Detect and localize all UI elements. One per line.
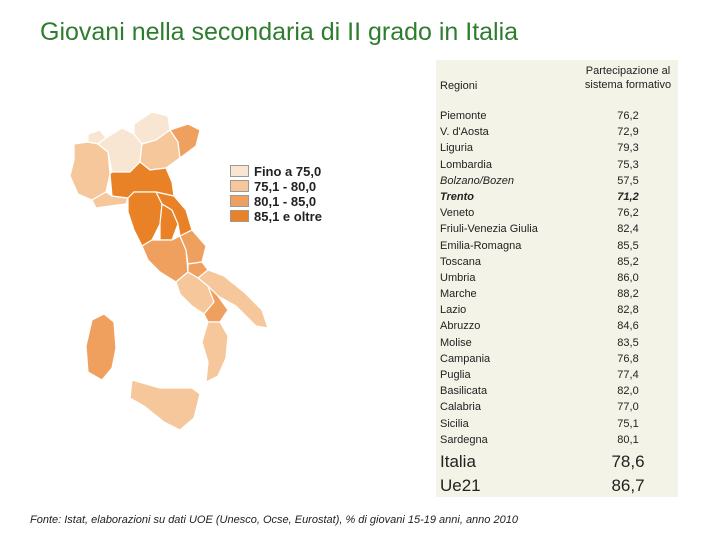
table-row: Molise 83,5 xyxy=(436,336,678,352)
column-header-region: Regioni xyxy=(440,80,478,92)
table-row: Veneto 76,2 xyxy=(436,206,678,222)
table-row: Sardegna 80,1 xyxy=(436,433,678,449)
legend-swatch xyxy=(230,165,249,177)
region-lazio xyxy=(141,235,189,283)
region-name: Friuli-Venezia Giulia xyxy=(440,223,538,236)
region-value: 76,2 xyxy=(617,110,639,122)
region-value: 79,3 xyxy=(617,142,639,155)
table-row: Abruzzo 84,6 xyxy=(436,319,678,335)
region-value: 82,4 xyxy=(617,223,639,236)
region-liguria xyxy=(91,191,129,209)
table-row: Puglia 77,4 xyxy=(436,368,678,384)
region-name: Umbria xyxy=(440,271,476,284)
total-row: Italia 78,6 xyxy=(436,450,678,474)
region-piemonte xyxy=(69,141,111,201)
legend-label: Fino a 75,0 xyxy=(254,163,322,179)
legend-item: 75,1 - 80,0 xyxy=(230,178,322,194)
table-row: Lombardia 75,3 xyxy=(436,158,678,174)
region-name: Sardegna xyxy=(440,433,488,446)
region-sardegna xyxy=(85,313,117,381)
region-name: Veneto xyxy=(440,207,475,220)
column-header-value: Partecipazione al sistema formativo xyxy=(584,65,672,91)
legend-swatch xyxy=(230,180,249,192)
region-value: 77,4 xyxy=(617,369,639,381)
total-name: Ue21 xyxy=(440,476,481,495)
region-value: 85,5 xyxy=(617,239,639,252)
region-name: Puglia xyxy=(440,369,471,381)
region-value: 82,8 xyxy=(617,304,639,317)
region-table: Regioni Partecipazione al sistema format… xyxy=(436,60,678,497)
region-value: 77,0 xyxy=(617,401,639,414)
total-value: 86,7 xyxy=(611,476,645,495)
table-totals: Italia 78,6 Ue21 86,7 xyxy=(436,450,678,498)
legend-swatch xyxy=(230,195,249,207)
region-name: Campania xyxy=(440,352,491,365)
region-value: 76,2 xyxy=(617,207,639,220)
region-value: 86,0 xyxy=(617,271,639,284)
table-rows: Piemonte 76,2 V. d'Aosta 72,9 Liguria 79,3 Lom… xyxy=(436,109,678,449)
total-name: Italia xyxy=(440,452,476,471)
region-name: Piemonte xyxy=(440,110,487,122)
region-value: 88,2 xyxy=(617,288,639,301)
legend-item: 85,1 e oltre xyxy=(230,208,322,224)
italy-map xyxy=(69,111,269,431)
region-sicilia xyxy=(129,379,201,431)
page-title: Giovani nella secondaria di II grado in … xyxy=(40,18,519,46)
table-row: Trento 71,2 xyxy=(436,190,678,206)
region-name: Bolzano/Bozen xyxy=(440,174,514,187)
region-name: Abruzzo xyxy=(440,320,481,333)
table-row: Sicilia 75,1 xyxy=(436,417,678,433)
region-name: Emilia-Romagna xyxy=(440,239,522,252)
legend-item: 80,1 - 85,0 xyxy=(230,193,322,209)
total-row: Ue21 86,7 xyxy=(436,474,678,498)
region-friuli-venezia-giulia xyxy=(169,123,201,159)
legend-swatch xyxy=(230,210,249,222)
region-value: 82,0 xyxy=(617,385,639,398)
table-row: Friuli-Venezia Giulia 82,4 xyxy=(436,222,678,238)
region-calabria xyxy=(201,321,229,383)
region-name: Molise xyxy=(440,336,472,349)
region-value: 71,2 xyxy=(617,190,639,203)
region-value: 85,2 xyxy=(617,255,639,268)
region-name: Calabria xyxy=(440,401,481,414)
region-name: Trento xyxy=(440,190,475,203)
table-row: Campania 76,8 xyxy=(436,352,678,368)
region-value: 84,6 xyxy=(617,320,639,333)
table-row: Marche 88,2 xyxy=(436,287,678,303)
table-row: Lazio 82,8 xyxy=(436,303,678,319)
table-row: Emilia-Romagna 85,5 xyxy=(436,239,678,255)
region-value: 75,3 xyxy=(617,158,639,171)
region-value: 80,1 xyxy=(617,433,639,446)
region-name: Lombardia xyxy=(440,158,492,171)
table-row: Basilicata 82,0 xyxy=(436,384,678,400)
region-value: 83,5 xyxy=(617,336,639,349)
legend-label: 75,1 - 80,0 xyxy=(254,178,317,194)
source-note: Fonte: Istat, elaborazioni su dati UOE (… xyxy=(30,514,518,526)
region-toscana xyxy=(127,191,163,247)
region-value: 57,5 xyxy=(617,174,639,187)
region-name: Basilicata xyxy=(440,385,488,398)
region-value: 72,9 xyxy=(617,126,639,139)
legend-label: 85,1 e oltre xyxy=(254,208,322,224)
table-row: Bolzano/Bozen 57,5 xyxy=(436,174,678,190)
table-row: Toscana 85,2 xyxy=(436,255,678,271)
total-value: 78,6 xyxy=(611,452,645,471)
table-row: Calabria 77,0 xyxy=(436,400,678,416)
region-name: Marche xyxy=(440,288,477,301)
region-value: 76,8 xyxy=(617,352,639,365)
table-row: Umbria 86,0 xyxy=(436,271,678,287)
legend-label: 80,1 - 85,0 xyxy=(254,193,317,209)
region-name: V. d'Aosta xyxy=(440,126,489,139)
table-row: V. d'Aosta 72,9 xyxy=(436,125,678,141)
table-row: Piemonte 76,2 xyxy=(436,109,678,125)
map-legend: Fino a 75,0 75,1 - 80,0 80,1 - 85,0 85,1 e … xyxy=(230,164,322,224)
legend-item: Fino a 75,0 xyxy=(230,163,322,179)
region-name: Liguria xyxy=(440,142,474,155)
region-name: Toscana xyxy=(440,255,481,268)
table-row: Liguria 79,3 xyxy=(436,141,678,157)
region-name: Lazio xyxy=(440,304,467,317)
region-value: 75,1 xyxy=(617,417,639,430)
region-name: Sicilia xyxy=(440,417,469,430)
